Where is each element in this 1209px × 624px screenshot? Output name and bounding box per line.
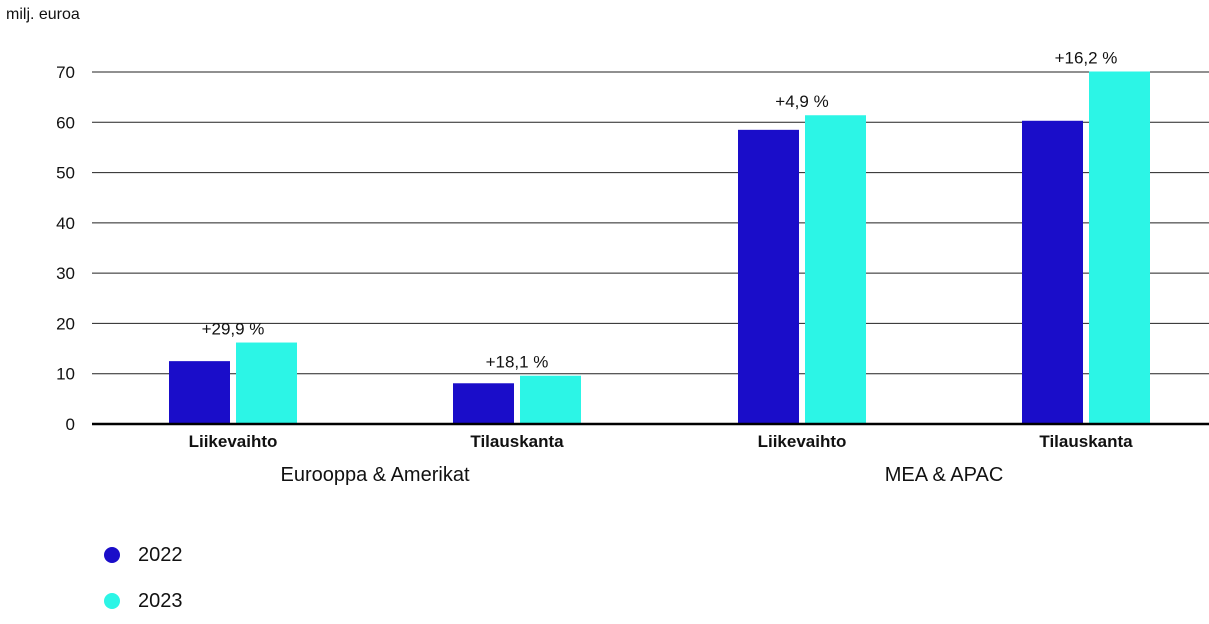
legend-item-2022: 2022	[104, 532, 183, 578]
change-label: +29,9 %	[202, 320, 265, 339]
legend-swatch-2023	[104, 593, 120, 609]
x-tick-label: Liikevaihto	[758, 432, 847, 451]
bar-2023-3	[805, 115, 866, 424]
y-tick-label: 70	[56, 63, 75, 82]
y-tick-label: 0	[66, 415, 75, 434]
bar-2022-2	[453, 383, 514, 424]
y-tick-label: 60	[56, 113, 75, 132]
change-label: +4,9 %	[775, 92, 828, 111]
group-label: Eurooppa & Amerikat	[281, 464, 470, 486]
bar-2023-4	[1089, 71, 1150, 425]
bar-2022-3	[738, 129, 799, 425]
y-tick-label: 30	[56, 264, 75, 283]
bar-chart: 0 10 20 30 40 50 60 70 +29,9 % +18,1 % +4,9 % +16,2…	[56, 48, 1209, 486]
x-tick-label: Liikevaihto	[189, 432, 278, 451]
y-tick-label: 10	[56, 365, 75, 384]
bar-2022-4	[1022, 120, 1083, 424]
y-tick-label: 20	[56, 314, 75, 333]
y-tick-label: 50	[56, 164, 75, 183]
x-tick-label: Tilauskanta	[1039, 432, 1133, 451]
legend-item-2023: 2023	[104, 578, 183, 624]
legend-label-2023: 2023	[138, 589, 183, 612]
x-tick-label: Tilauskanta	[470, 432, 564, 451]
y-tick-label: 40	[56, 214, 75, 233]
bar-2023-2	[520, 375, 581, 424]
bar-2022-1	[169, 361, 230, 424]
change-label: +16,2 %	[1055, 48, 1118, 67]
legend-label-2022: 2022	[138, 543, 183, 566]
legend: 2022 2023	[104, 532, 183, 624]
y-axis-unit-label: milj. euroa	[6, 6, 80, 23]
group-label: MEA & APAC	[885, 464, 1004, 486]
legend-swatch-2022	[104, 547, 120, 563]
bar-2023-1	[236, 342, 297, 424]
change-label: +18,1 %	[486, 353, 549, 372]
